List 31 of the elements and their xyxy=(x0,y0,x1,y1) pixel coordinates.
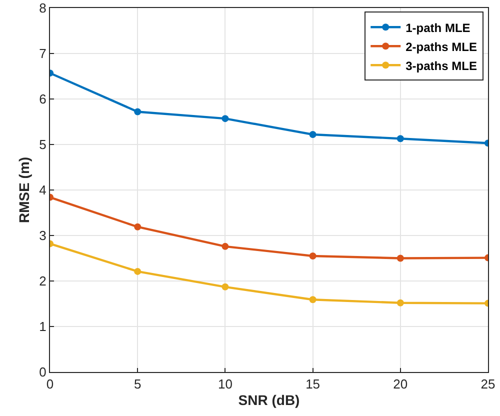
point xyxy=(396,299,404,306)
y-tick-label: 2 xyxy=(39,274,46,289)
point xyxy=(222,242,229,250)
y-axis-title: RMSE (m) xyxy=(16,156,32,224)
x-tick-label: 20 xyxy=(393,376,408,392)
x-axis-title: SNR (dB) xyxy=(238,392,300,408)
point xyxy=(134,108,142,116)
point xyxy=(396,135,404,142)
point xyxy=(396,254,404,262)
legend-label: 1-path MLE xyxy=(406,20,470,35)
x-tick-label: 25 xyxy=(480,376,496,392)
y-tick-label: 7 xyxy=(39,46,46,62)
y-tick-label: 0 xyxy=(39,364,46,380)
point xyxy=(134,223,142,230)
point xyxy=(134,268,142,275)
point xyxy=(309,296,316,304)
point xyxy=(222,115,229,122)
x-tick-label: 10 xyxy=(218,376,232,392)
y-tick-label: 8 xyxy=(39,0,46,16)
y-tick-label: 4 xyxy=(39,182,46,198)
legend-label: 3-paths MLE xyxy=(406,58,477,73)
point xyxy=(309,130,316,138)
point xyxy=(309,252,316,260)
y-tick-label: 1 xyxy=(39,319,46,334)
y-tick-label: 6 xyxy=(39,92,46,107)
legend-label: 2-paths MLE xyxy=(406,40,477,54)
x-tick-label: 5 xyxy=(134,376,142,392)
x-tick-label: 15 xyxy=(306,376,320,392)
point xyxy=(222,283,229,290)
y-tick-label: 5 xyxy=(39,137,46,152)
y-tick-label: 3 xyxy=(39,228,46,244)
